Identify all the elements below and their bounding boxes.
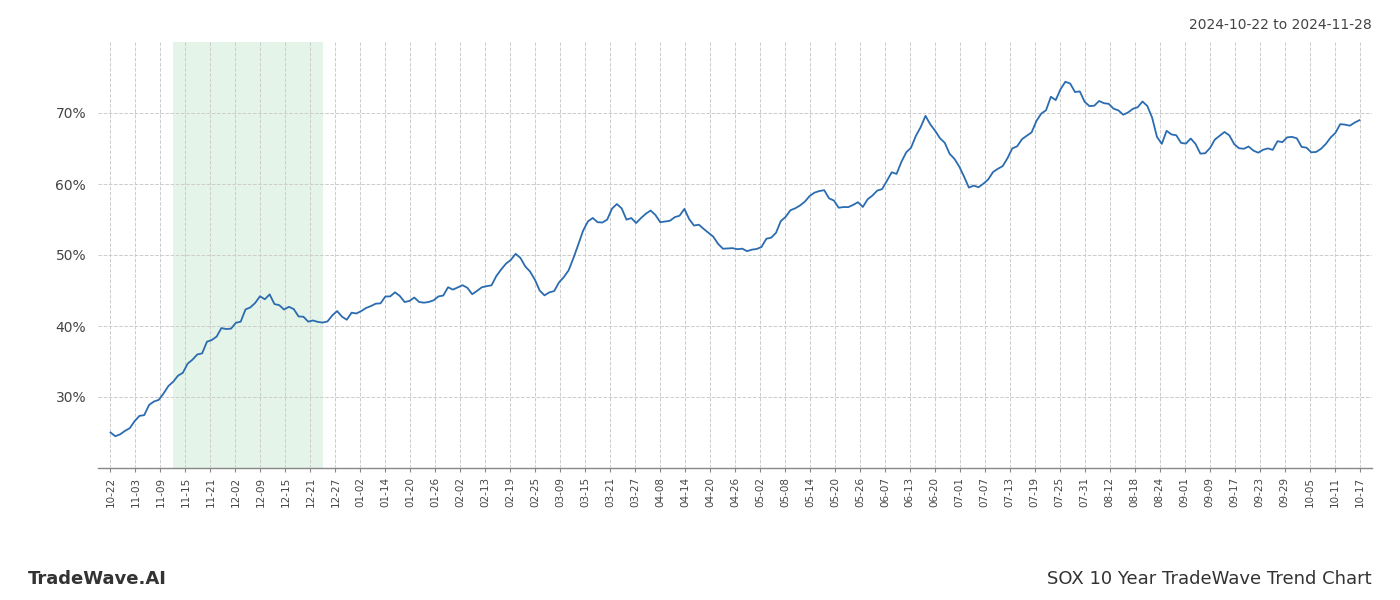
Text: SOX 10 Year TradeWave Trend Chart: SOX 10 Year TradeWave Trend Chart xyxy=(1047,570,1372,588)
Text: 2024-10-22 to 2024-11-28: 2024-10-22 to 2024-11-28 xyxy=(1189,18,1372,32)
Bar xyxy=(174,42,323,468)
Text: TradeWave.AI: TradeWave.AI xyxy=(28,570,167,588)
